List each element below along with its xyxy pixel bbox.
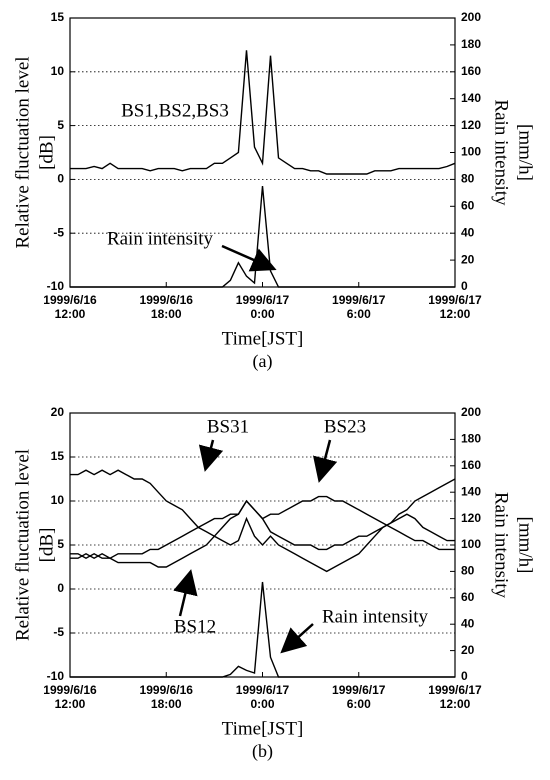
series-label: BS12	[174, 616, 216, 637]
y-tick-label: 5	[57, 537, 64, 551]
y2-tick-label: 140	[461, 484, 481, 498]
x-tick-label: 1999/6/16 12:00	[43, 293, 97, 321]
y-axis-label: [dB]	[36, 528, 57, 563]
y2-tick-label: 100	[461, 537, 481, 551]
y2-tick-label: 200	[461, 405, 481, 419]
annotation-arrow	[313, 439, 338, 483]
y2-axis-label: Rain intensity	[491, 492, 512, 599]
y2-tick-label: 200	[461, 10, 481, 24]
y2-tick-label: 140	[461, 91, 481, 105]
y-tick-label: -10	[47, 279, 65, 293]
series-line	[70, 495, 455, 568]
x-tick-label: 1999/6/16 18:00	[139, 683, 193, 711]
y2-tick-label: 40	[461, 616, 475, 630]
y2-tick-label: 20	[461, 643, 475, 657]
y2-tick-label: 40	[461, 225, 475, 239]
annotation-arrow	[221, 244, 277, 272]
y2-tick-label: 120	[461, 511, 481, 525]
x-tick-label: 1999/6/17 12:00	[428, 293, 482, 321]
series-label: BS31	[207, 416, 249, 437]
y-tick-label: 15	[51, 449, 65, 463]
annotation-arrow	[280, 623, 314, 654]
series-line	[70, 581, 455, 678]
x-axis-label: Time[JST]	[222, 328, 304, 349]
y2-tick-label: 60	[461, 590, 475, 604]
y2-axis-label: Rain intensity	[491, 99, 512, 206]
y-tick-label: 15	[51, 10, 65, 24]
caption: (b)	[252, 741, 273, 762]
y-axis-label: [dB]	[36, 135, 57, 170]
series-line	[70, 50, 456, 175]
y2-tick-label: 0	[461, 279, 468, 293]
y-tick-label: -10	[47, 669, 65, 683]
x-tick-label: 1999/6/17 6:00	[332, 683, 386, 711]
y2-tick-label: 120	[461, 118, 481, 132]
series-label: BS23	[324, 416, 366, 437]
y2-tick-label: 60	[461, 198, 475, 212]
series-line	[70, 469, 456, 573]
y-tick-label: 10	[51, 493, 65, 507]
series-label: Rain intensity	[322, 606, 429, 627]
y2-tick-label: 0	[461, 669, 468, 683]
y2-axis-label: [mm/h]	[515, 517, 536, 574]
y-tick-label: -5	[53, 625, 64, 639]
y-tick-label: 0	[57, 172, 64, 186]
y2-tick-label: 80	[461, 172, 475, 186]
y2-axis-label: [mm/h]	[515, 124, 536, 181]
series-line	[70, 186, 455, 288]
plot-frame	[69, 17, 456, 288]
y2-tick-label: 160	[461, 64, 481, 78]
y-axis-label: Relative fluctuation level	[12, 449, 33, 641]
x-tick-label: 1999/6/17 0:00	[235, 293, 290, 321]
y2-tick-label: 20	[461, 252, 475, 266]
series-line	[70, 499, 455, 559]
annotation-arrow	[198, 439, 224, 472]
plot-frame	[69, 412, 456, 678]
annotation-arrow	[173, 569, 198, 617]
series-label: BS1,BS2,BS3	[121, 100, 229, 121]
y2-tick-label: 180	[461, 37, 481, 51]
y2-tick-label: 160	[461, 458, 481, 472]
series-label: Rain intensity	[107, 228, 214, 249]
x-tick-label: 1999/6/16 12:00	[43, 683, 97, 711]
y-tick-label: -5	[53, 225, 64, 239]
caption: (a)	[253, 351, 273, 372]
y2-tick-label: 80	[461, 564, 475, 578]
x-tick-label: 1999/6/16 18:00	[139, 293, 193, 321]
y-tick-label: 20	[51, 405, 65, 419]
y-tick-label: 10	[51, 64, 65, 78]
x-tick-label: 1999/6/17 6:00	[332, 293, 386, 321]
y-tick-label: 0	[57, 581, 64, 595]
y2-tick-label: 100	[461, 145, 481, 159]
x-axis-label: Time[JST]	[222, 718, 304, 739]
x-tick-label: 1999/6/17 0:00	[235, 683, 290, 711]
x-tick-label: 1999/6/17 12:00	[428, 683, 482, 711]
y2-tick-label: 180	[461, 432, 481, 446]
y-tick-label: 5	[57, 118, 64, 132]
y-axis-label: Relative fluctuation level	[12, 56, 33, 248]
